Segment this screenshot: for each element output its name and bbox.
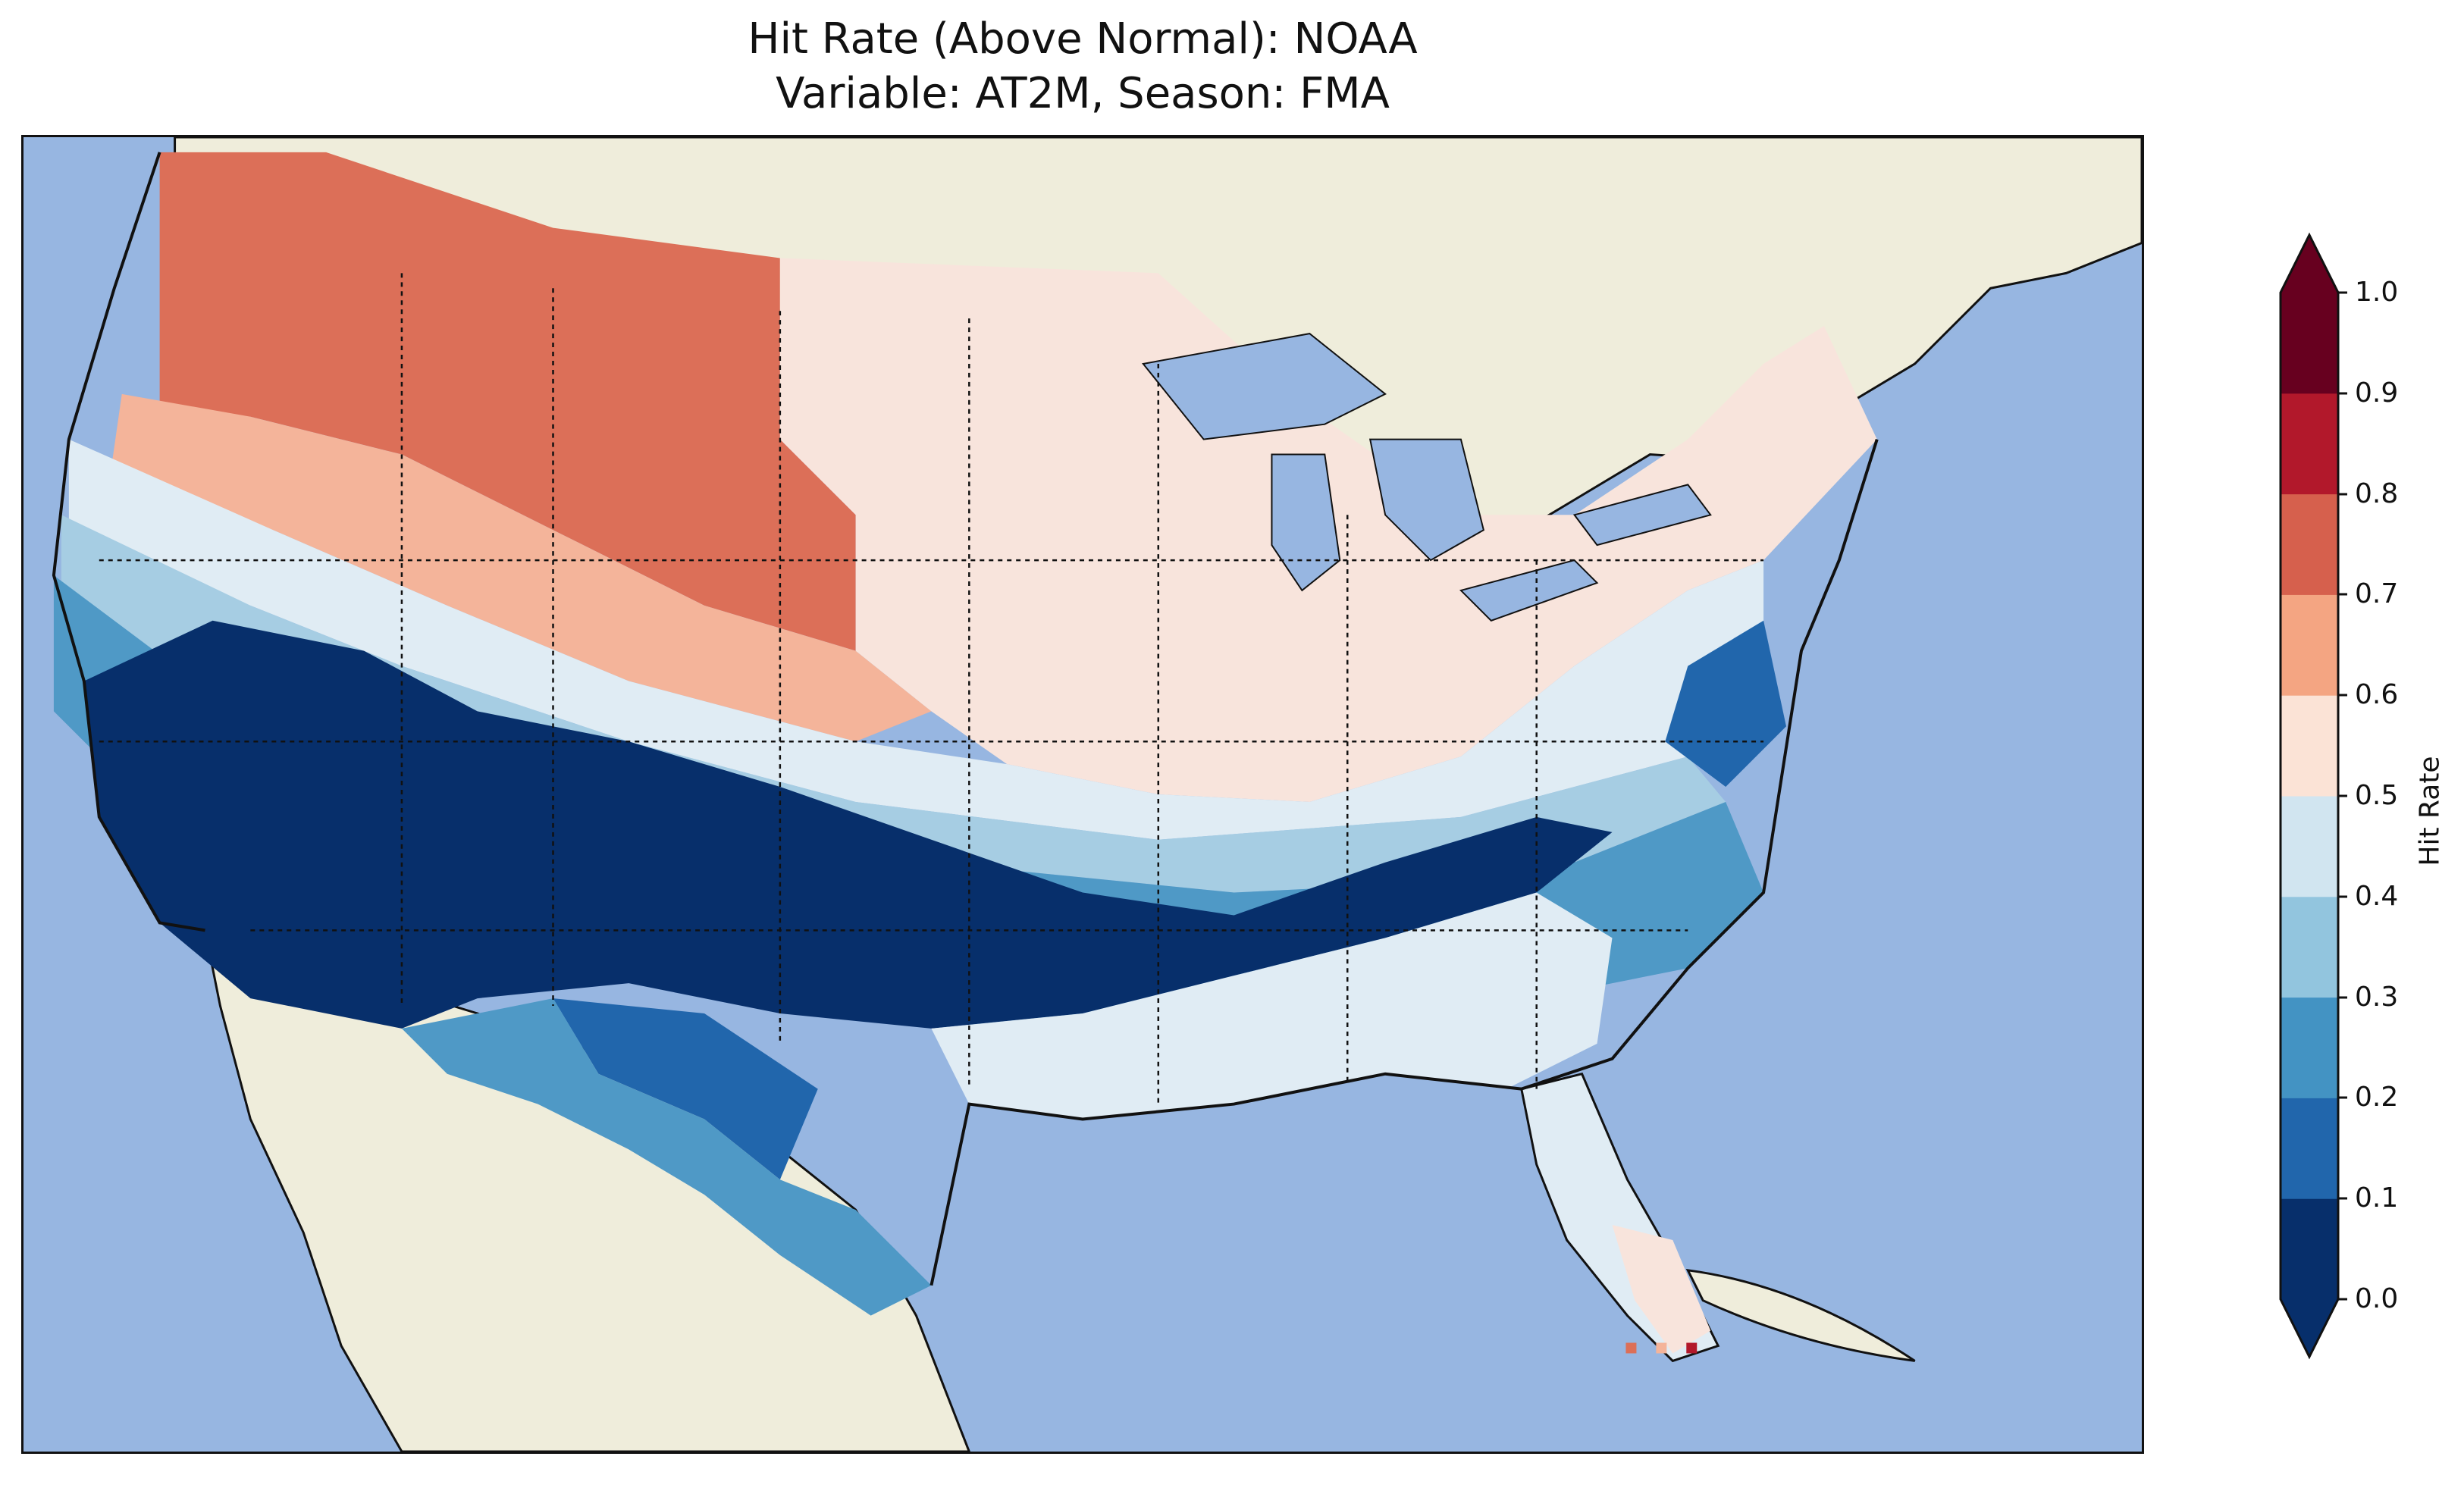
colorbar-label: Hit Rate bbox=[2414, 756, 2446, 866]
colorbar-tick-mark bbox=[2338, 996, 2347, 999]
colorbar-segment bbox=[2281, 695, 2338, 797]
region-midatlantic-blue bbox=[1665, 620, 1787, 788]
map-subtitle: Variable: AT2M, Season: FMA bbox=[776, 69, 1390, 118]
state-borders bbox=[99, 273, 1764, 1104]
region-light-blue bbox=[68, 439, 1764, 840]
colorbar-tick-mark bbox=[2338, 392, 2347, 395]
map-title: Hit Rate (Above Normal): NOAA bbox=[748, 14, 1418, 64]
map-canvas bbox=[24, 137, 2142, 1452]
colorbar-tick-label: 0.3 bbox=[2355, 981, 2399, 1013]
map-panel bbox=[21, 135, 2144, 1454]
lake-superior bbox=[1142, 333, 1387, 440]
colorbar-tick-label: 0.1 bbox=[2355, 1182, 2399, 1214]
west-coastline bbox=[52, 152, 205, 932]
lake-ontario bbox=[1572, 484, 1712, 547]
colorbar-tick-mark bbox=[2338, 291, 2347, 294]
region-high-northwest bbox=[159, 152, 856, 651]
colorbar-segment bbox=[2281, 293, 2338, 394]
keys-cell-1 bbox=[1625, 1342, 1637, 1354]
region-texas-blue bbox=[553, 998, 818, 1180]
region-texas-medium bbox=[401, 998, 932, 1316]
colorbar-tick-mark bbox=[2338, 1298, 2347, 1301]
colorbar-segment bbox=[2281, 393, 2338, 495]
colorbar-tick-label: 0.2 bbox=[2355, 1082, 2399, 1113]
keys-cell-3 bbox=[1686, 1342, 1698, 1354]
colorbar-segment bbox=[2281, 1098, 2338, 1199]
colorbar-tick-mark bbox=[2338, 593, 2347, 596]
colorbar-extend-min bbox=[2281, 1299, 2338, 1357]
colorbar-tick-label: 0.8 bbox=[2355, 478, 2399, 509]
colorbar-tick-label: 0.9 bbox=[2355, 377, 2399, 409]
region-peach bbox=[106, 393, 932, 742]
colorbar-tick-mark bbox=[2338, 794, 2347, 797]
south-florida bbox=[1612, 1225, 1711, 1354]
colorbar-segment bbox=[2281, 997, 2338, 1098]
colorbar-tick-label: 0.0 bbox=[2355, 1283, 2399, 1314]
colorbar-tick-mark bbox=[2338, 493, 2347, 496]
colorbar-tick-mark bbox=[2338, 895, 2347, 898]
colorbar-tick-mark bbox=[2338, 1096, 2347, 1099]
colorbar-segment bbox=[2281, 896, 2338, 998]
colorbar-segment bbox=[2281, 594, 2338, 696]
colorbar-tick-label: 1.0 bbox=[2355, 277, 2399, 308]
colorbar-segment bbox=[2281, 1198, 2338, 1300]
colorbar-tick-label: 0.7 bbox=[2355, 578, 2399, 610]
region-dark-southwest bbox=[83, 620, 1613, 1029]
colorbar-segment bbox=[2281, 796, 2338, 897]
colorbar-tick-label: 0.5 bbox=[2355, 780, 2399, 811]
colorbar-tick-mark bbox=[2338, 694, 2347, 697]
colorbar bbox=[2279, 232, 2340, 1360]
cuba-land bbox=[1685, 1268, 1916, 1362]
colorbar-tick-label: 0.4 bbox=[2355, 880, 2399, 912]
colorbar-segment bbox=[2281, 493, 2338, 595]
lake-michigan bbox=[1271, 453, 1341, 592]
lake-huron bbox=[1368, 438, 1485, 562]
colorbar-tick-mark bbox=[2338, 1197, 2347, 1200]
east-coastline bbox=[1521, 439, 1879, 1091]
colorbar-graphic bbox=[2279, 232, 2340, 1360]
colorbar-extend-max bbox=[2281, 235, 2338, 293]
keys-cell-2 bbox=[1656, 1342, 1667, 1354]
gulf-coastline bbox=[929, 1072, 1522, 1286]
colorbar-tick-label: 0.6 bbox=[2355, 679, 2399, 711]
region-gulf-coast bbox=[931, 892, 1613, 1120]
